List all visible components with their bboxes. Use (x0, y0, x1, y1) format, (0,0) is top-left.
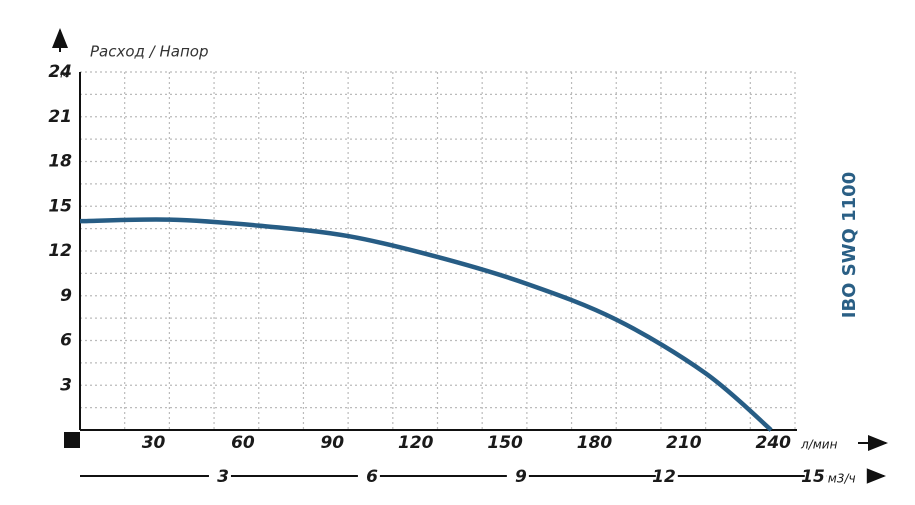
x2-label-bg (208, 466, 231, 486)
x-tick-label: 90 (320, 433, 344, 453)
y-tick-label: 6 (60, 331, 72, 351)
curve (79, 217, 773, 432)
y-label: Расход / Напор (90, 43, 208, 61)
x-tick-label: 120 (398, 433, 434, 453)
x2-tick-label: 3 (217, 467, 229, 487)
y-tick-label: 3 (60, 375, 72, 395)
x2-tick-label: 9 (515, 467, 527, 487)
x2-tick-label: 15 (801, 467, 825, 487)
x-tick-label: 240 (756, 433, 792, 453)
x-tick-label: 150 (487, 433, 523, 453)
x-tick-label: 60 (231, 433, 255, 453)
x2-tick-label: 12 (652, 467, 676, 487)
plot: 3 6 9 12 15 18 21 24м 30 60 90 120 150 180 210 240 л/мин… (48, 62, 888, 487)
y-tick-label: 12 (48, 241, 72, 261)
x2-label-bg (804, 466, 827, 486)
x2-label-bg (357, 466, 380, 486)
x2-tick-label: 6 (366, 467, 378, 487)
origin-square (64, 432, 80, 448)
y-tick-label: 18 (48, 152, 72, 172)
x-unit: л/мин (800, 438, 838, 452)
y-tick-label: 24 (48, 62, 72, 82)
x-tick-label: 210 (666, 433, 702, 453)
x2-unit: м3/ч (828, 472, 856, 486)
x-tick-label: 180 (577, 433, 613, 453)
x2-label-bg (655, 466, 678, 486)
y-tick-label: 15 (48, 196, 72, 216)
y-tick-label: 9 (60, 286, 72, 306)
chart-title: IBO SWQ 1100 (839, 172, 860, 318)
y-unit: м (60, 67, 69, 81)
x2-unit-bg (826, 466, 867, 486)
x2-label-bg (506, 466, 529, 486)
y-tick-label: 21 (48, 107, 72, 127)
x-tick-label: 30 (142, 433, 166, 453)
